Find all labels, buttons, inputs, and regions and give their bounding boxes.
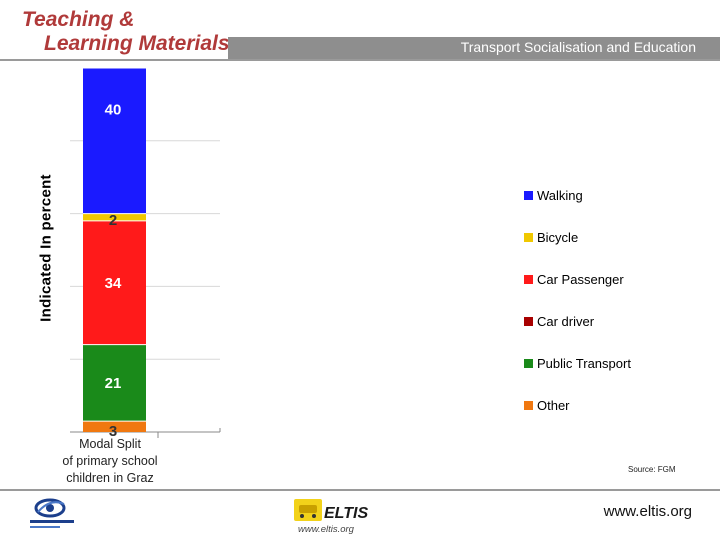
footer-link[interactable]: www.eltis.org (603, 503, 692, 520)
eltis-logo-text: ELTIS (324, 505, 368, 522)
caption-line-2: of primary school (62, 454, 158, 468)
legend-swatch (524, 191, 533, 200)
legend-label: Other (537, 398, 570, 413)
header-divider (0, 59, 720, 61)
brand-line-2: Learning Materials (44, 32, 230, 55)
caption-line-3: children in Graz (66, 471, 154, 485)
legend-label: Car driver (537, 314, 595, 329)
legend-swatch (524, 233, 533, 242)
footer-divider (0, 489, 720, 491)
legend-label: Car Passenger (537, 272, 624, 287)
brand-logo: Teaching & Learning Materials (22, 8, 230, 56)
bar-segment-public-transport (83, 344, 146, 422)
bar-segment-other (83, 421, 146, 432)
data-label-bicycle: 2 (109, 212, 117, 229)
legend-swatch (524, 401, 533, 410)
caption-line-1: Modal Split (79, 437, 141, 451)
source-note: Source: FGM (628, 465, 676, 474)
legend-label: Bicycle (537, 230, 579, 245)
legend-swatch (524, 317, 533, 326)
legend-swatch (524, 359, 533, 368)
partner-logo-icon (30, 498, 74, 528)
header-bar: Transport Socialisation and Education (228, 37, 720, 59)
eltis-logo: ELTIS www.eltis.org (294, 499, 368, 535)
bar-segment-walking (83, 68, 146, 214)
data-label-walking: 40 (105, 102, 122, 119)
bar-segment-bicycle (83, 213, 146, 221)
data-label-public-transport: 21 (105, 375, 122, 392)
x-category-label: Modal Split of primary school children i… (50, 436, 170, 487)
bar-segment-car-passenger (83, 220, 146, 345)
data-label-other: 3 (109, 423, 117, 440)
header-title: Transport Socialisation and Education (460, 39, 696, 55)
legend-label: Public Transport (537, 356, 631, 371)
data-label-car-passenger: 34 (105, 275, 122, 292)
eltis-logo-url: www.eltis.org (298, 524, 355, 535)
brand-line-1: Teaching & (22, 8, 135, 31)
legend-label: Walking (537, 188, 583, 203)
legend-swatch (524, 275, 533, 284)
